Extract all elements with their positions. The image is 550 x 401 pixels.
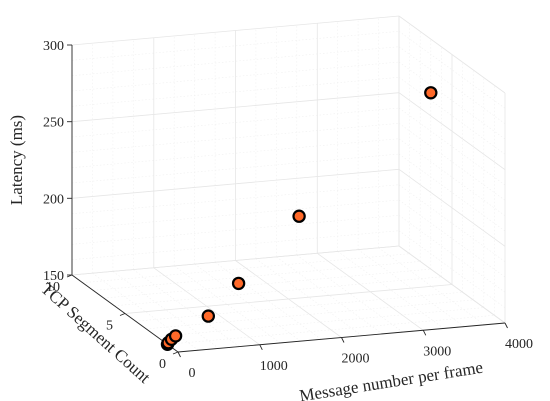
grid-minor-line — [167, 315, 495, 345]
x-tick-mark — [341, 337, 345, 343]
grid-minor-line — [194, 263, 301, 342]
grid-minor-line — [255, 258, 363, 336]
y-tick-label: 0 — [159, 357, 166, 372]
grid-minor-line — [103, 268, 431, 299]
x-tick-label: 2000 — [342, 352, 370, 367]
grid-line — [71, 92, 400, 123]
x-tick-label: 3000 — [423, 344, 451, 359]
grid-minor-line — [114, 276, 442, 307]
z-axis-label: Latency (ms) — [7, 115, 26, 205]
grid-line — [398, 92, 506, 171]
grid-minor-line — [133, 269, 240, 347]
grid-minor-line — [398, 199, 506, 278]
grid-minor-line — [71, 46, 400, 76]
x-tick-label: 0 — [189, 366, 196, 381]
grid-minor-line — [398, 184, 506, 262]
data-point — [292, 209, 306, 223]
grid-minor-line — [71, 61, 400, 92]
data-point — [168, 329, 183, 343]
z-tick-label: 300 — [43, 39, 64, 54]
grid-minor-line — [398, 123, 506, 201]
z-tick-label: 150 — [43, 269, 64, 284]
data-point — [231, 276, 246, 291]
z-tick-label: 250 — [43, 116, 64, 131]
y-axis-label: TCP Segment Count — [37, 279, 154, 387]
grid-minor-line — [398, 153, 506, 232]
grid-minor-line — [398, 31, 506, 109]
grid-minor-line — [398, 46, 506, 124]
grid-minor-line — [71, 230, 400, 260]
grid-minor-line — [398, 230, 506, 308]
axes — [66, 44, 508, 358]
grid-minor-line — [214, 262, 322, 340]
y-tick-label: 10 — [46, 280, 60, 295]
grid-line — [398, 245, 506, 324]
data-point — [201, 309, 215, 323]
grid-minor-line — [71, 77, 400, 107]
grid-minor-line — [337, 251, 444, 329]
grid-minor-line — [82, 253, 410, 283]
y-tick-label: 5 — [106, 319, 113, 334]
grid-minor-line — [71, 107, 400, 138]
grid-minor-line — [71, 184, 400, 214]
z-tick-label: 200 — [43, 192, 64, 207]
x-tick-label: 1000 — [260, 359, 288, 374]
grid-minor-line — [378, 247, 485, 326]
grid-minor-line — [357, 249, 465, 327]
grid-minor-line — [135, 291, 463, 322]
grid-minor-line — [93, 261, 421, 291]
x-tick-mark — [177, 351, 181, 358]
y-tick-mark — [172, 351, 179, 355]
grid-minor-line — [296, 254, 403, 333]
grid-minor-line — [398, 77, 506, 155]
grid-minor-line — [71, 31, 400, 61]
grid-minor-line — [71, 138, 400, 168]
grid-minor-line — [276, 256, 383, 335]
grid-lines — [71, 15, 506, 353]
grid-minor-line — [398, 215, 506, 293]
grid-minor-line — [71, 215, 400, 245]
x-tick-mark — [422, 330, 427, 336]
grid-line — [71, 15, 400, 46]
data-point — [424, 86, 438, 100]
grid-minor-line — [71, 153, 400, 184]
data-points — [160, 86, 438, 351]
grid-minor-line — [174, 265, 281, 344]
grid-line — [71, 168, 400, 199]
y-tick-mark — [119, 313, 126, 316]
x-tick-mark — [259, 344, 263, 351]
x-tick-mark — [504, 322, 508, 329]
grid-minor-line — [71, 123, 400, 153]
x-tick-label: 4000 — [505, 337, 533, 352]
grid-line — [124, 284, 453, 314]
grid-minor-line — [398, 61, 506, 140]
grid-minor-line — [71, 199, 400, 230]
grid-minor-line — [112, 271, 220, 349]
grid-line — [398, 15, 506, 94]
x-axis-label: Message number per frame — [298, 358, 484, 401]
grid-minor-line — [156, 307, 484, 337]
grid-line — [398, 168, 506, 247]
grid-minor-line — [146, 299, 474, 330]
grid-minor-line — [398, 138, 506, 216]
grid-line — [71, 245, 400, 276]
grid-minor-line — [398, 107, 506, 186]
